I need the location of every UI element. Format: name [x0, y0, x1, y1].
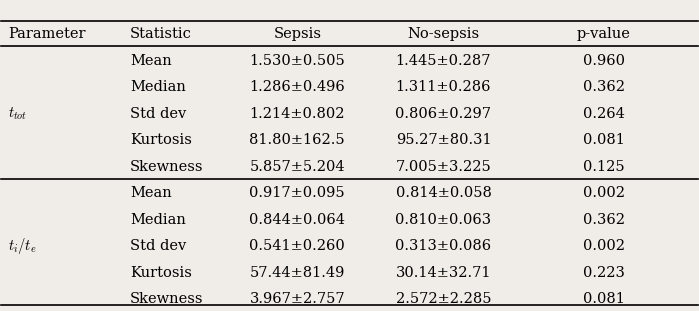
Text: 0.223: 0.223	[583, 266, 625, 280]
Text: 0.960: 0.960	[583, 54, 625, 68]
Text: 0.362: 0.362	[583, 213, 625, 227]
Text: 0.810±0.063: 0.810±0.063	[396, 213, 491, 227]
Text: 1.530±0.505: 1.530±0.505	[250, 54, 345, 68]
Text: 1.445±0.287: 1.445±0.287	[396, 54, 491, 68]
Text: Mean: Mean	[130, 54, 172, 68]
Text: Skewness: Skewness	[130, 292, 203, 306]
Text: Skewness: Skewness	[130, 160, 203, 174]
Text: 2.572±2.285: 2.572±2.285	[396, 292, 491, 306]
Text: Median: Median	[130, 80, 186, 94]
Text: 1.214±0.802: 1.214±0.802	[250, 107, 345, 121]
Text: 5.857±5.204: 5.857±5.204	[250, 160, 345, 174]
Text: 0.002: 0.002	[583, 186, 625, 200]
Text: 0.002: 0.002	[583, 239, 625, 253]
Text: 3.967±2.757: 3.967±2.757	[250, 292, 345, 306]
Text: 7.005±3.225: 7.005±3.225	[396, 160, 491, 174]
Text: Std dev: Std dev	[130, 107, 187, 121]
Text: Statistic: Statistic	[130, 27, 192, 41]
Text: 57.44±81.49: 57.44±81.49	[250, 266, 345, 280]
Text: Parameter: Parameter	[8, 27, 86, 41]
Text: Kurtosis: Kurtosis	[130, 266, 192, 280]
Text: 1.311±0.286: 1.311±0.286	[396, 80, 491, 94]
Text: 0.806±0.297: 0.806±0.297	[396, 107, 491, 121]
Text: Std dev: Std dev	[130, 239, 187, 253]
Text: 0.313±0.086: 0.313±0.086	[396, 239, 491, 253]
Text: 0.264: 0.264	[583, 107, 625, 121]
Text: Sepsis: Sepsis	[273, 27, 322, 41]
Text: 0.814±0.058: 0.814±0.058	[396, 186, 491, 200]
Text: 0.917±0.095: 0.917±0.095	[250, 186, 345, 200]
Text: 0.362: 0.362	[583, 80, 625, 94]
Text: 0.844±0.064: 0.844±0.064	[250, 213, 345, 227]
Text: Kurtosis: Kurtosis	[130, 133, 192, 147]
Text: Mean: Mean	[130, 186, 172, 200]
Text: 95.27±80.31: 95.27±80.31	[396, 133, 491, 147]
Text: 0.081: 0.081	[583, 292, 625, 306]
Text: 30.14±32.71: 30.14±32.71	[396, 266, 491, 280]
Text: 1.286±0.496: 1.286±0.496	[250, 80, 345, 94]
Text: Median: Median	[130, 213, 186, 227]
Text: 0.081: 0.081	[583, 133, 625, 147]
Text: 0.125: 0.125	[583, 160, 624, 174]
Text: 0.541±0.260: 0.541±0.260	[250, 239, 345, 253]
Text: $t_i/t_e$: $t_i/t_e$	[8, 236, 37, 257]
Text: No-sepsis: No-sepsis	[408, 27, 480, 41]
Text: 81.80±162.5: 81.80±162.5	[250, 133, 345, 147]
Text: p-value: p-value	[577, 27, 630, 41]
Text: $t_{tot}$: $t_{tot}$	[8, 106, 28, 122]
